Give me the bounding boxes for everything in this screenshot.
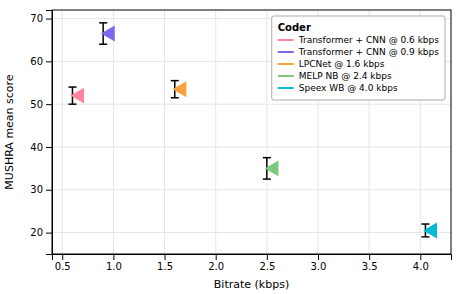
- y-axis-tick: 30: [30, 184, 52, 195]
- grid-line-x: [215, 10, 216, 254]
- grid-line-x: [62, 10, 63, 254]
- series: [421, 222, 437, 238]
- legend-swatch: [278, 39, 294, 41]
- grid-line-y: [52, 146, 451, 147]
- x-axis-tick-label: 1.0: [106, 261, 122, 272]
- x-axis-tick: 2.5: [259, 254, 275, 272]
- y-axis-tick-label: 70: [30, 13, 43, 24]
- x-axis-tick-label: 4.0: [413, 261, 429, 272]
- error-bar-cap: [99, 43, 107, 45]
- x-axis-tick-label: 1.5: [157, 261, 173, 272]
- legend-title: Coder: [278, 22, 311, 33]
- x-axis-tick-label: 2.0: [208, 261, 224, 272]
- legend-label: Transformer + CNN @ 0.9 kbps: [298, 47, 440, 57]
- x-axis-tick-line: [62, 254, 63, 260]
- x-axis-tick: 4.0: [413, 254, 429, 272]
- grid-line-y: [52, 104, 451, 105]
- legend-label: LPCNet @ 1.6 kbps: [299, 59, 385, 69]
- x-axis-tick-label: 2.5: [259, 261, 275, 272]
- x-axis-tick-line: [216, 254, 217, 260]
- legend-item: MELP NB @ 2.4 kbps: [278, 71, 392, 81]
- legend-box: [272, 16, 445, 100]
- y-axis-tick-line: [46, 61, 52, 62]
- x-axis-tick-label: 3.5: [362, 261, 378, 272]
- y-axis-tick-line: [46, 19, 52, 20]
- chart: 0.5 1.0 1.5 2.0 2.5 3.0 3.5 4.0 20 30 40 50 60 70 Code…: [0, 0, 463, 294]
- point: [265, 160, 279, 176]
- error-bar-cap: [263, 157, 271, 159]
- series: [171, 81, 187, 98]
- x-axis-tick-line: [267, 254, 268, 260]
- x-axis-tick-line: [369, 254, 370, 260]
- grid-line-x: [266, 10, 267, 254]
- y-axis-tick: 70: [30, 13, 52, 24]
- error-bar-cap: [171, 80, 179, 82]
- y-axis-tick-label: 20: [30, 227, 43, 238]
- x-axis-domain: [53, 255, 452, 261]
- legend-swatch: [278, 87, 294, 89]
- legend-swatch: [278, 75, 294, 77]
- point: [101, 26, 115, 42]
- x-axis-tick: 0.5: [55, 254, 71, 272]
- y-axis: 20 30 40 50 60 70: [30, 11, 52, 255]
- legend-item: Transformer + CNN @ 0.6 kbps: [278, 35, 440, 45]
- y-axis-title: MUSHRA mean score: [3, 74, 16, 189]
- y-axis-tick-label: 30: [30, 184, 43, 195]
- grid: [52, 10, 451, 254]
- grid-line-x: [164, 10, 165, 254]
- x-axis-tick: 1.0: [106, 254, 122, 272]
- x-axis-tick-label: 3.0: [311, 261, 327, 272]
- legend: Coder Transformer + CNN @ 0.6 kbps Transfo…: [272, 16, 445, 100]
- grid-line-y: [52, 189, 451, 190]
- legend-label: Speex WB @ 4.0 kbps: [299, 83, 398, 93]
- y-axis-tick: 50: [30, 99, 52, 110]
- y-axis-tick-label: 40: [30, 142, 43, 153]
- plot-frame: [52, 10, 451, 254]
- x-axis-tick: 3.5: [362, 254, 378, 272]
- x-axis-tick-line: [165, 254, 166, 260]
- y-axis-tick-label: 60: [30, 56, 43, 67]
- y-axis-tick-line: [46, 190, 52, 191]
- plot: 0.5 1.0 1.5 2.0 2.5 3.0 3.5 4.0 20 30 40 50 60 70 Code…: [30, 10, 451, 272]
- y-axis-domain: [46, 11, 53, 255]
- legend-label: MELP NB @ 2.4 kbps: [299, 71, 392, 81]
- x-axis-tick-line: [113, 254, 114, 260]
- point: [423, 222, 437, 238]
- grid-line-y: [52, 232, 451, 233]
- x-axis-tick: 3.0: [311, 254, 327, 272]
- x-axis: 0.5 1.0 1.5 2.0 2.5 3.0 3.5 4.0: [53, 254, 452, 272]
- series: [68, 87, 84, 104]
- y-axis-tick-label: 50: [30, 99, 43, 110]
- error-bar-cap: [263, 178, 271, 180]
- grid-line-x: [113, 10, 114, 254]
- y-axis-tick: 40: [30, 142, 52, 153]
- y-axis-tick-line: [46, 147, 52, 148]
- error-bar-cap: [68, 103, 76, 105]
- x-axis-title: Bitrate (kbps): [214, 278, 289, 291]
- x-axis-tick-line: [420, 254, 421, 260]
- point: [173, 81, 187, 97]
- y-axis-tick-line: [46, 104, 52, 105]
- error-bar-cap: [99, 22, 107, 24]
- x-axis-tick-label: 0.5: [55, 261, 71, 272]
- legend-swatch: [278, 63, 294, 65]
- y-axis-tick: 20: [30, 227, 52, 238]
- y-axis-tick-line: [46, 233, 52, 234]
- x-axis-tick: 1.5: [157, 254, 173, 272]
- error-bar-cap: [421, 223, 429, 225]
- error-bar-cap: [421, 236, 429, 238]
- error-bar-cap: [68, 86, 76, 88]
- series: [263, 158, 279, 179]
- series: [99, 23, 115, 44]
- legend-item: Transformer + CNN @ 0.9 kbps: [278, 47, 440, 57]
- legend-item: Speex WB @ 4.0 kbps: [278, 83, 398, 93]
- y-axis-tick: 60: [30, 56, 52, 67]
- legend-item: LPCNet @ 1.6 kbps: [278, 59, 385, 69]
- legend-swatch: [278, 51, 294, 53]
- x-axis-tick: 2.0: [208, 254, 224, 272]
- legend-label: Transformer + CNN @ 0.6 kbps: [298, 35, 440, 45]
- point: [70, 88, 84, 104]
- error-bar-cap: [171, 97, 179, 99]
- x-axis-tick-line: [318, 254, 319, 260]
